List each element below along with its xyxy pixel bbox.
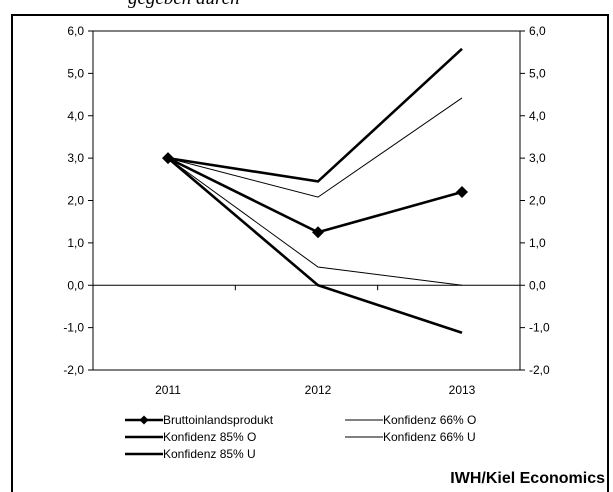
y-tick-label-right: 1,0 xyxy=(529,236,546,250)
series-line-2 xyxy=(167,47,463,183)
y-tick-label-right: 0,0 xyxy=(529,278,546,292)
legend-label: Konfidenz 66% O xyxy=(383,413,476,427)
source-credit: IWH/Kiel Economics xyxy=(450,470,605,487)
top-caption: gegeben durch xyxy=(128,0,240,10)
legend-label: Konfidenz 66% U xyxy=(383,430,476,444)
data-point-marker xyxy=(456,186,468,199)
plot-area xyxy=(92,30,521,371)
x-tick-label: 2013 xyxy=(449,383,476,397)
data-point-marker xyxy=(162,152,174,165)
y-tick-label-right: 6,0 xyxy=(529,24,546,38)
y-tick-label-right: -2,0 xyxy=(529,363,550,377)
y-tick-label-left: 4,0 xyxy=(67,109,84,123)
y-tick-label-left: 1,0 xyxy=(67,236,84,250)
chart-frame xyxy=(11,14,609,492)
y-tick-label-left: 3,0 xyxy=(67,151,84,165)
y-tick-label-left: 5,0 xyxy=(67,66,84,80)
series-line-1 xyxy=(167,97,463,198)
legend-marker xyxy=(139,415,149,425)
y-tick-label-left: -1,0 xyxy=(63,321,84,335)
y-tick-label-left: 0,0 xyxy=(67,278,84,292)
y-tick-label-right: 2,0 xyxy=(529,194,546,208)
legend: Bruttoinlandsprodukt Konfidenz 85% O Konfi… xyxy=(125,413,476,461)
x-tick-label: 2011 xyxy=(155,383,181,397)
series-line-4 xyxy=(167,157,463,334)
y-tick-label-right: -1,0 xyxy=(529,321,550,335)
legend-label: Bruttoinlandsprodukt xyxy=(163,413,274,427)
x-tick-label: 2012 xyxy=(305,383,332,397)
data-point-marker xyxy=(312,226,324,239)
y-tick-label-right: 3,0 xyxy=(529,151,546,165)
y-tick-label-left: 2,0 xyxy=(67,194,84,208)
y-tick-label-left: -2,0 xyxy=(63,363,84,377)
y-tick-label-right: 4,0 xyxy=(529,109,546,123)
series-line-3 xyxy=(167,157,463,286)
legend-label: Konfidenz 85% O xyxy=(163,430,256,444)
y-tick-label-left: 6,0 xyxy=(67,24,84,38)
legend-label: Konfidenz 85% U xyxy=(163,447,256,461)
y-tick-label-right: 5,0 xyxy=(529,66,546,80)
axes: -2,0 -2,0 -1,0 -1,0 0,0 0,0 1,0 1,0 2,0 2,0 3,0 3,0… xyxy=(63,24,550,397)
series-group xyxy=(162,47,468,334)
